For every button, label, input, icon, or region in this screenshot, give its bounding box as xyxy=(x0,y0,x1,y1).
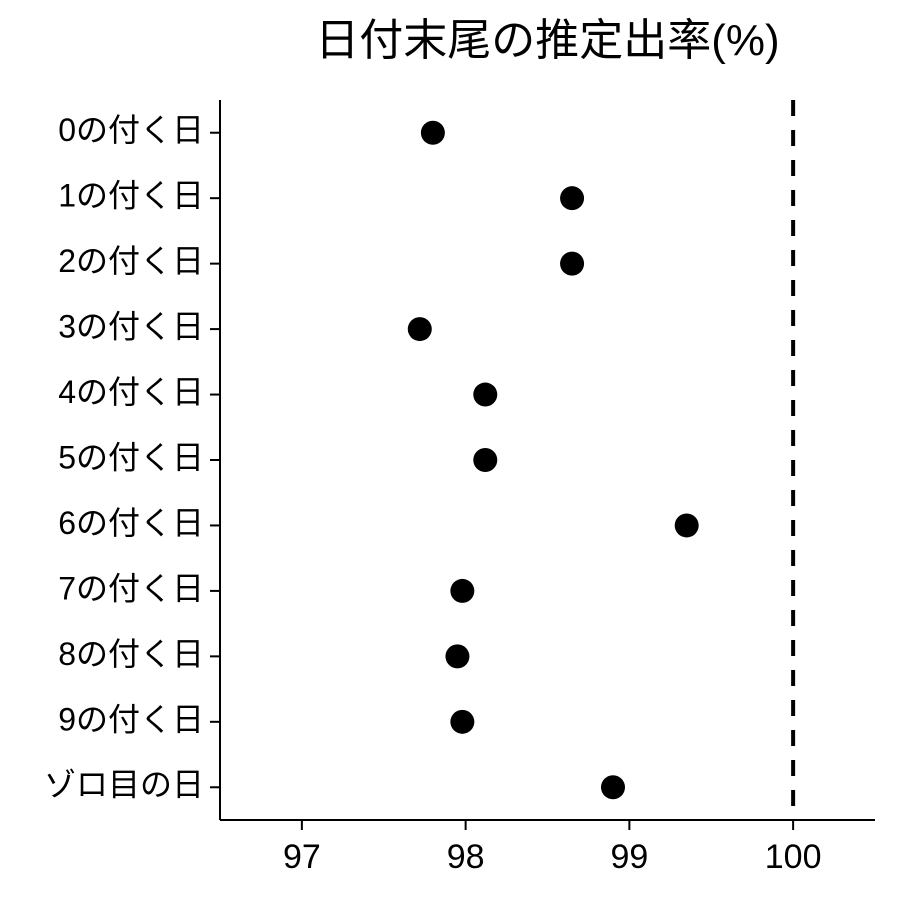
dot-chart: 日付末尾の推定出率(%) 97 98 99 100 0の付く日 1の付く日 2の付く日 3の付… xyxy=(0,0,900,900)
x-tick-label: 97 xyxy=(283,838,321,876)
chart-title: 日付末尾の推定出率(%) xyxy=(315,16,779,65)
x-tick-label: 98 xyxy=(447,838,485,876)
data-point xyxy=(560,252,584,276)
data-point xyxy=(473,448,497,472)
y-tick-label: 4の付く日 xyxy=(58,374,204,410)
data-point xyxy=(560,186,584,210)
data-point xyxy=(675,513,699,537)
y-tick-label: 1の付く日 xyxy=(58,178,204,214)
data-point xyxy=(450,710,474,734)
data-point xyxy=(473,383,497,407)
y-tick-label: 3の付く日 xyxy=(58,309,204,345)
y-tick-label: 8の付く日 xyxy=(58,636,204,672)
y-tick-label: 5の付く日 xyxy=(58,439,204,475)
data-point xyxy=(601,775,625,799)
y-tick-label: 0の付く日 xyxy=(58,112,204,148)
data-point xyxy=(421,121,445,145)
data-point xyxy=(445,644,469,668)
y-tick-label: 9の付く日 xyxy=(58,701,204,737)
x-tick-label: 99 xyxy=(610,838,648,876)
y-tick-label: 2の付く日 xyxy=(58,243,204,279)
y-tick-label: 6の付く日 xyxy=(58,505,204,541)
x-tick-label: 100 xyxy=(765,838,822,876)
data-point xyxy=(408,317,432,341)
y-tick-label: 7の付く日 xyxy=(58,570,204,606)
data-point xyxy=(450,579,474,603)
y-tick-label: ゾロ目の日 xyxy=(44,767,204,803)
